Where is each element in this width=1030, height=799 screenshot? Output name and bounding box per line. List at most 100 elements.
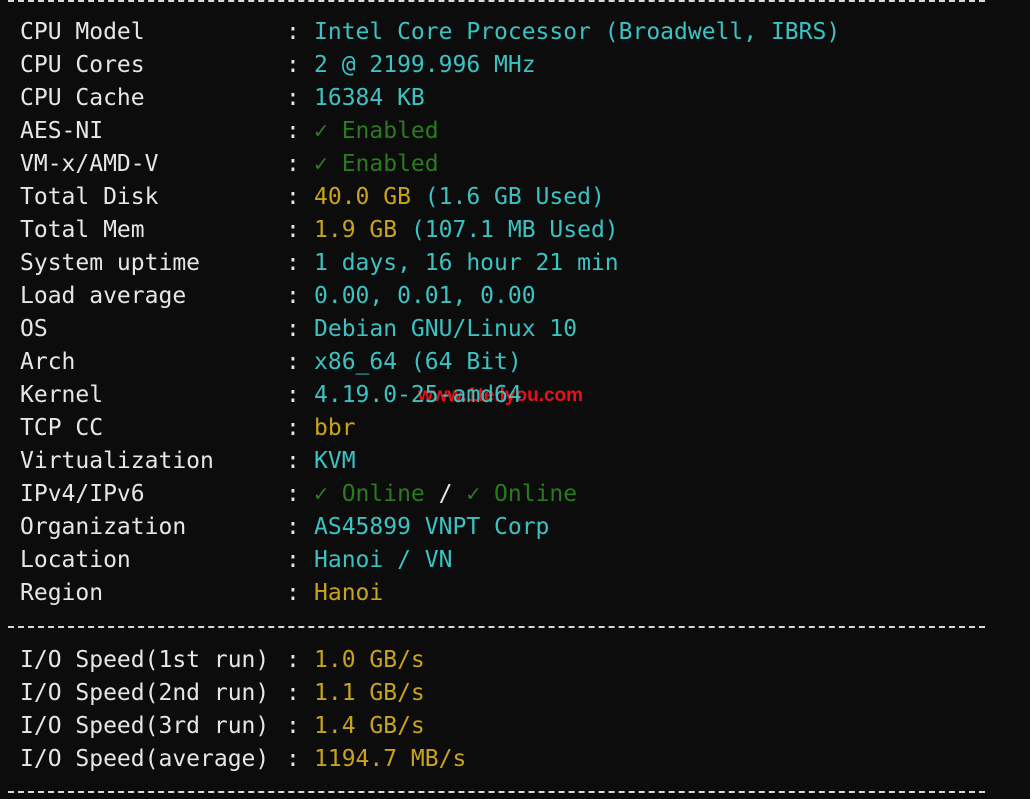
value-segment: 0.00, 0.01, 0.00 [314,283,536,309]
row-value: 1194.7 MB/s [314,743,466,776]
row-value: 40.0 GB (1.6 GB Used) [314,181,605,214]
row-label: CPU Model [20,19,145,45]
row-value: 0.00, 0.01, 0.00 [314,280,536,313]
row-label: Total Disk [20,184,159,210]
value-segment: x86_64 (64 Bit) [314,349,522,375]
separator: : [286,713,300,739]
separator: : [286,448,300,474]
value-segment: bbr [314,415,356,441]
info-row: Total Mem:1.9 GB (107.1 MB Used) [0,214,1030,247]
row-label: I/O Speed(average) [20,746,270,772]
value-segment: (107.1 MB Used) [397,217,619,243]
row-value: 1.1 GB/s [314,677,425,710]
value-segment: 4.19.0-25-amd64 [314,382,522,408]
separator: : [286,118,300,144]
row-value: bbr [314,412,356,445]
info-row: OS: Debian GNU/Linux 10 [0,313,1030,346]
value-segment: ✓ Online [466,481,578,507]
row-value: Hanoi / VN [314,544,452,577]
row-label: Kernel [20,382,104,408]
separator: : [286,52,300,78]
separator: : [286,481,300,507]
separator: : [286,184,300,210]
row-label: System uptime [20,250,201,276]
separator: : [286,580,300,606]
separator: : [286,415,300,441]
info-row: CPU Model: Intel Core Processor (Broadwel… [0,16,1030,49]
row-value: 1.9 GB (107.1 MB Used) [314,214,619,247]
row-value: 1.4 GB/s [314,710,425,743]
separator: : [286,349,300,375]
row-value: 2 @ 2199.996 MHz [314,49,536,82]
value-segment: 40.0 GB [314,184,411,210]
watermark: www.1tellyou.com [418,385,584,406]
separator: : [286,217,300,243]
divider [8,626,985,628]
row-label: CPU Cores [20,52,145,78]
value-segment: AS45899 VNPT Corp [314,514,550,540]
row-value: Intel Core Processor (Broadwell, IBRS) [314,16,840,49]
info-row: CPU Cores:2 @ 2199.996 MHz [0,49,1030,82]
info-row: Arch: x86_64 (64 Bit) [0,346,1030,379]
value-segment: Debian GNU/Linux 10 [314,316,578,342]
row-label: Organization [20,514,187,540]
value-segment: / [424,481,467,507]
info-row: Location: Hanoi / VN [0,544,1030,577]
value-segment: Intel Core Processor (Broadwell, IBRS) [314,19,841,45]
info-row: I/O Speed(average):1194.7 MB/s [0,743,1030,776]
separator: : [286,19,300,45]
row-label: Location [20,547,131,573]
row-value: Hanoi [314,577,383,610]
info-row: Total Disk:40.0 GB (1.6 GB Used) [0,181,1030,214]
info-row: I/O Speed(1st run):1.0 GB/s [0,644,1030,677]
value-segment: (1.6 GB Used) [410,184,605,210]
value-segment: 2 @ 2199.996 MHz [314,52,536,78]
info-row: IPv4/IPv6: ✓ Online / ✓ Online [0,478,1030,511]
value-segment: 1.1 GB/s [314,680,425,706]
row-label: Total Mem [20,217,145,243]
row-label: CPU Cache [20,85,145,111]
value-segment: 1 days, 16 hour 21 min [314,250,619,276]
info-row: Load average:0.00, 0.01, 0.00 [0,280,1030,313]
value-segment: ✓ Enabled [314,118,439,144]
row-label: TCP CC [20,415,104,441]
divider [8,791,985,793]
row-label: I/O Speed(2nd run) [20,680,270,706]
separator: : [286,547,300,573]
separator: : [286,283,300,309]
row-value: AS45899 VNPT Corp [314,511,549,544]
info-row: Region: Hanoi [0,577,1030,610]
row-value: 16384 KB [314,82,425,115]
row-value: 1.0 GB/s [314,644,425,677]
row-value: x86_64 (64 Bit) [314,346,522,379]
info-row: I/O Speed(3rd run):1.4 GB/s [0,710,1030,743]
value-segment: 1.0 GB/s [314,647,425,673]
row-label: I/O Speed(1st run) [20,647,270,673]
value-segment: 1194.7 MB/s [314,746,467,772]
info-row: I/O Speed(2nd run):1.1 GB/s [0,677,1030,710]
separator: : [286,316,300,342]
separator: : [286,250,300,276]
info-row: Organization: AS45899 VNPT Corp [0,511,1030,544]
separator: : [286,514,300,540]
value-segment: Hanoi [314,580,384,606]
separator: : [286,746,300,772]
row-label: VM-x/AMD-V [20,151,159,177]
row-label: Arch [20,349,76,375]
row-value: 4.19.0-25-amd64 [314,379,522,412]
separator: : [286,680,300,706]
row-label: I/O Speed(3rd run) [20,713,270,739]
info-row: Virtualization: KVM [0,445,1030,478]
row-label: OS [20,316,48,342]
info-row: Kernel:4.19.0-25-amd64 [0,379,1030,412]
separator: : [286,382,300,408]
info-row: CPU Cache:16384 KB [0,82,1030,115]
value-segment: ✓ Enabled [314,151,439,177]
row-value: 1 days, 16 hour 21 min [314,247,619,280]
info-row: System uptime:1 days, 16 hour 21 min [0,247,1030,280]
separator: : [286,151,300,177]
row-value: ✓ Enabled [314,148,439,181]
row-label: Virtualization [20,448,214,474]
row-label: IPv4/IPv6 [20,481,145,507]
